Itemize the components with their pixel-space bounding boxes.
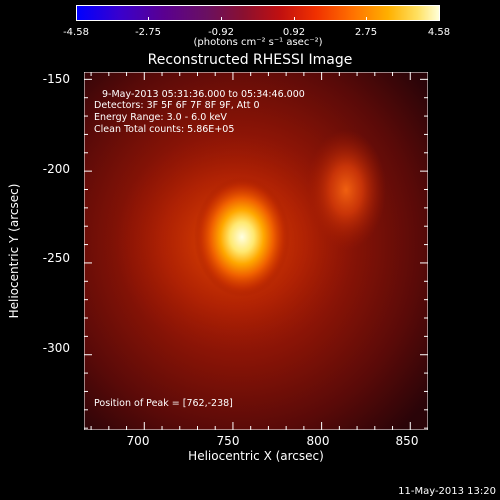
heatmap-secondary-source — [306, 130, 386, 250]
info-energy-range: Energy Range: 3.0 - 6.0 keV — [94, 112, 227, 123]
chart-title: Reconstructed RHESSI Image — [147, 52, 353, 68]
y-tick-label: -250 — [42, 251, 70, 265]
y-tick-label: -150 — [42, 72, 70, 86]
x-tick-label: 750 — [216, 434, 240, 448]
colorbar — [76, 5, 440, 21]
colorbar-unit: (photons cm⁻² s⁻¹ asec⁻²) — [193, 37, 323, 48]
x-tick-label: 850 — [395, 434, 419, 448]
info-peak-position: Position of Peak = [762,-238] — [94, 398, 233, 409]
colorbar-tickmark — [294, 17, 295, 21]
y-tick-label: -200 — [42, 162, 70, 176]
y-tick-label: -300 — [42, 341, 70, 355]
info-detectors: Detectors: 3F 5F 6F 7F 8F 9F, Att 0 — [94, 100, 260, 111]
colorbar-tick-label: 4.58 — [427, 27, 451, 38]
x-tick-label: 800 — [306, 434, 330, 448]
footer-timestamp: 11-May-2013 13:20 — [398, 486, 496, 497]
colorbar-tickmark — [439, 17, 440, 21]
colorbar-tickmark — [366, 17, 367, 21]
colorbar-tickmark — [221, 17, 222, 21]
info-clean-counts: Clean Total counts: 5.86E+05 — [94, 124, 235, 135]
x-axis-label: Heliocentric X (arcsec) — [188, 449, 324, 463]
colorbar-tick-label: -0.92 — [208, 27, 234, 38]
colorbar-tick-label: 0.92 — [282, 27, 306, 38]
heatmap-image — [84, 72, 428, 430]
heatmap-primary-source — [194, 177, 290, 297]
colorbar-tickmark — [148, 17, 149, 21]
x-tick-label: 700 — [126, 434, 150, 448]
y-axis-label: Heliocentric Y (arcsec) — [7, 183, 21, 319]
colorbar-tick-label: -4.58 — [63, 27, 89, 38]
plot-area — [84, 72, 428, 430]
colorbar-tickmark — [76, 17, 77, 21]
colorbar-tick-label: 2.75 — [354, 27, 378, 38]
info-time-range: 9-May-2013 05:31:36.000 to 05:34:46.000 — [102, 89, 305, 100]
colorbar-tick-label: -2.75 — [135, 27, 161, 38]
